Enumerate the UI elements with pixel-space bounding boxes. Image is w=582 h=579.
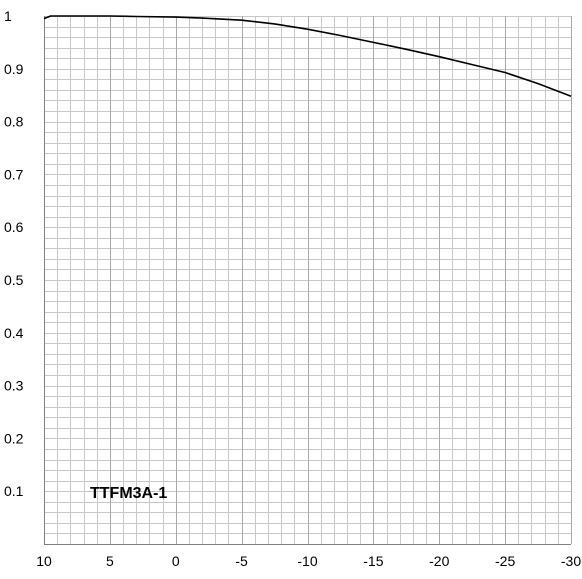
- x-tick-label: -10: [297, 553, 317, 569]
- x-tick-label: -30: [561, 553, 581, 569]
- y-tick-label: 0.2: [4, 430, 24, 446]
- y-tick-label: 0.8: [4, 114, 24, 130]
- x-tick-label: 10: [36, 553, 52, 569]
- x-tick-label: -25: [495, 553, 515, 569]
- x-tick-label: 0: [172, 553, 180, 569]
- x-tick-label: -15: [363, 553, 383, 569]
- y-tick-label: 0.6: [4, 219, 24, 235]
- y-tick-label: 0.4: [4, 325, 24, 341]
- y-tick-label: 0.7: [4, 166, 24, 182]
- x-tick-label: -20: [429, 553, 449, 569]
- y-tick-label: 1: [4, 8, 12, 24]
- y-tick-label: 0.5: [4, 272, 24, 288]
- x-tick-label: 5: [106, 553, 114, 569]
- y-tick-label: 0.1: [4, 483, 24, 499]
- x-tick-label: -5: [235, 553, 248, 569]
- y-tick-label: 0.3: [4, 378, 24, 394]
- chart-annotation: TTFM3A-1: [90, 485, 167, 502]
- grid: [44, 16, 572, 545]
- y-tick-label: 0.9: [4, 61, 24, 77]
